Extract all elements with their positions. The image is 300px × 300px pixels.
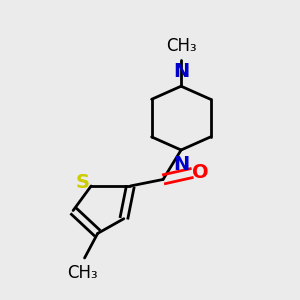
- Text: O: O: [192, 164, 209, 182]
- Text: N: N: [173, 62, 189, 81]
- Text: S: S: [76, 173, 90, 192]
- Text: N: N: [173, 155, 189, 174]
- Text: CH₃: CH₃: [166, 37, 196, 55]
- Text: CH₃: CH₃: [68, 264, 98, 282]
